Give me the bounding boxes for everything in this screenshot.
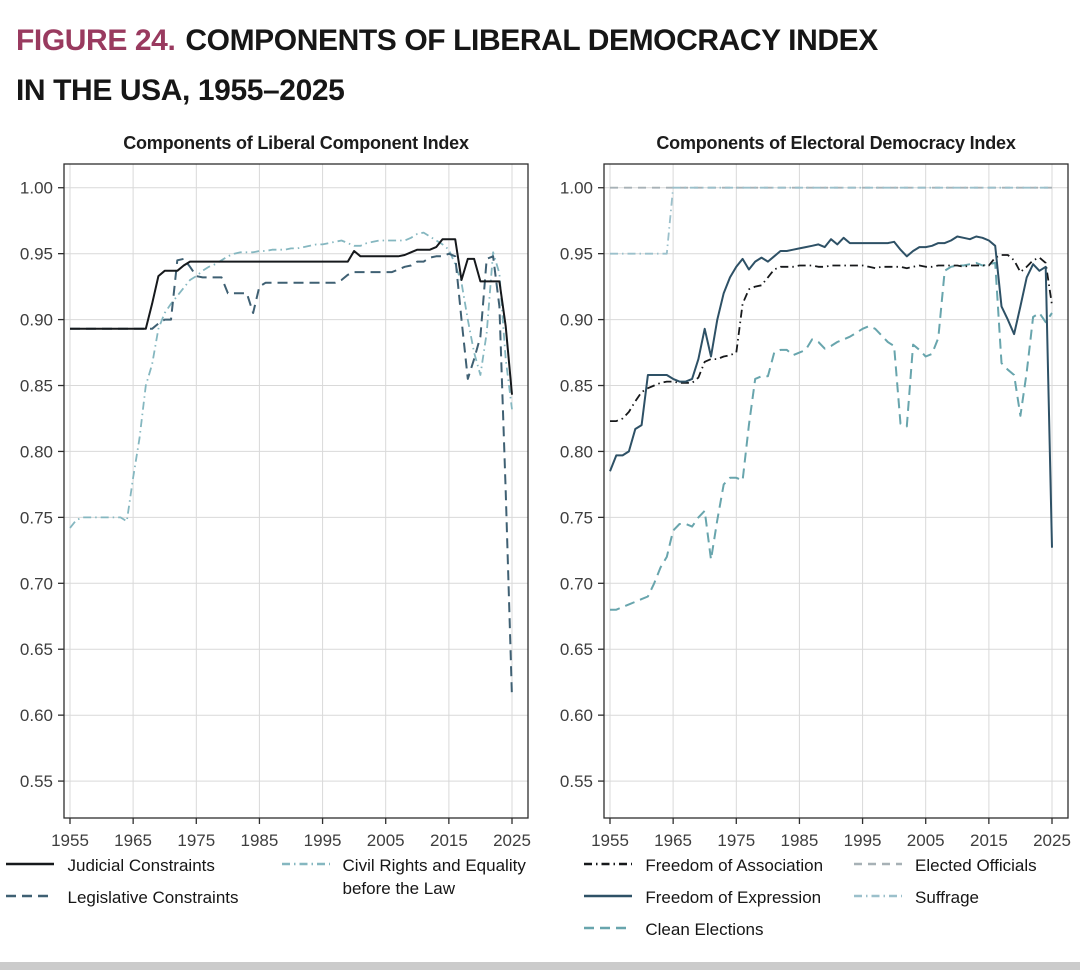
electoral-democracy-chart: 1.00 0.95 0.90 0.85 0.80 0.75 0.70 0.65 0.60 0.55…	[560, 163, 1071, 850]
y-tick-label: 0.60	[560, 706, 593, 725]
y-tick-label: 0.95	[20, 245, 53, 264]
y-tick-label: 0.90	[20, 311, 53, 330]
y-tick-label: 0.75	[560, 508, 593, 527]
chart-title-left: Components of Liberal Component Index	[123, 133, 469, 153]
y-tick-label: 0.70	[20, 574, 53, 593]
x-tick-label: 2025	[493, 831, 531, 850]
legends-row: Judicial Constraints Legislative Constrai…	[0, 855, 1080, 942]
legend-swatch-civil-rights-and-equality-before-the-law-line	[281, 862, 330, 866]
y-tick-label: 0.95	[560, 245, 593, 264]
y-tick-label: 0.55	[560, 772, 593, 791]
y-tick-label: 0.80	[560, 442, 593, 461]
x-tick-label: 1995	[304, 831, 342, 850]
plot-border	[63, 163, 529, 819]
legend-label: Clean Elections	[645, 919, 764, 939]
legend-label: Elected Officials	[915, 856, 1037, 875]
x-tick-label: 1975	[717, 831, 755, 850]
figure-title-line2: IN THE USA, 1955–2025	[16, 74, 345, 107]
legend-label: Freedom of Association	[645, 856, 824, 875]
x-tick-label: 1975	[177, 831, 215, 850]
legend-item-clean-elections: Clean Elections	[583, 919, 823, 942]
legend-swatch-legislative-constraints-line	[6, 894, 55, 898]
y-tick-label: 1.00	[560, 179, 593, 198]
series-line-judicial-constraints	[70, 238, 513, 395]
y-tick-label: 0.60	[20, 706, 53, 725]
series-line-freedom-of-association	[610, 254, 1053, 423]
legend-column: Judicial Constraints Legislative Constrai…	[5, 855, 239, 910]
x-tick-label: 1965	[114, 831, 152, 850]
legend-label: Suffrage	[915, 887, 979, 907]
footer-bar	[0, 962, 1080, 970]
x-tick-label: 1985	[780, 831, 818, 850]
legend-swatch-judicial-constraints-line	[6, 862, 55, 866]
y-tick-label: 0.65	[20, 640, 53, 659]
legend-right: Freedom of Association Freedom of Express…	[540, 855, 1080, 942]
y-tick-label: 0.85	[560, 377, 593, 396]
legend-item-legislative-constraints: Legislative Constraints	[5, 887, 239, 910]
series-line-clean-elections	[610, 261, 1053, 611]
series-line-suffrage	[610, 186, 1052, 255]
y-tick-label: 0.90	[560, 311, 593, 330]
legend-swatch-clean-elections-line	[584, 926, 633, 930]
figure-header: FIGURE 24. COMPONENTS OF LIBERAL DEMOCRAC…	[0, 0, 1080, 116]
legend-item-civil-rights-and-equality-before-the-law: Civil Rights and Equality before the Law	[281, 855, 535, 901]
legend-item-freedom-of-expression: Freedom of Expression	[583, 887, 823, 910]
legend-left: Judicial Constraints Legislative Constrai…	[0, 855, 540, 942]
y-tick-label: 0.85	[20, 377, 53, 396]
liberal-component-chart: 1.00 0.95 0.90 0.85 0.80 0.75 0.70 0.65 0.60 0.55…	[20, 163, 531, 850]
y-tick-label: 0.80	[20, 442, 53, 461]
x-tick-label: 1995	[844, 831, 882, 850]
figure-title-line1: FIGURE 24. COMPONENTS OF LIBERAL DEMOCRAC…	[16, 16, 1060, 66]
panel-electoral-democracy: Components of Electoral Democracy Index …	[540, 128, 1080, 853]
y-tick-label: 0.65	[560, 640, 593, 659]
legend-item-judicial-constraints: Judicial Constraints	[5, 855, 238, 878]
legend-swatch-freedom-of-association-line	[584, 862, 633, 866]
legend-swatch-suffrage-line	[854, 894, 903, 898]
x-tick-label: 2025	[1033, 831, 1071, 850]
figure-title-text: COMPONENTS OF LIBERAL DEMOCRACY INDEX	[185, 24, 878, 57]
y-tick-label: 1.00	[20, 179, 53, 198]
series-line-legislative-constraints	[70, 252, 513, 699]
figure-number-label: FIGURE 24.	[16, 24, 176, 57]
x-tick-label: 1965	[654, 831, 692, 850]
series-line-freedom-of-expression	[609, 235, 1053, 548]
series-line-civil-rights-and-equality-before-the-law	[69, 231, 513, 529]
x-tick-label: 2015	[970, 831, 1008, 850]
x-tick-label: 2005	[907, 831, 945, 850]
y-tick-label: 0.55	[20, 772, 53, 791]
x-tick-label: 2015	[430, 831, 468, 850]
x-tick-label: 1955	[51, 831, 89, 850]
y-tick-label: 0.75	[20, 508, 53, 527]
legend-item-freedom-of-association: Freedom of Association	[583, 855, 823, 878]
panel-liberal-component: Components of Liberal Component Index 1.…	[0, 128, 540, 853]
chart-title-right: Components of Electoral Democracy Index	[656, 133, 1016, 153]
x-tick-label: 1985	[240, 831, 278, 850]
legend-swatch-elected-officials-line	[854, 862, 903, 866]
legend-column: Freedom of Association Freedom of Express…	[583, 855, 823, 942]
x-tick-label: 1955	[591, 831, 629, 850]
legend-item-suffrage: Suffrage	[853, 887, 1037, 910]
plot-border	[603, 163, 1069, 819]
legend-label: Freedom of Expression	[645, 887, 822, 907]
legend-column: Elected Officials Suffrage	[853, 855, 1037, 910]
y-tick-label: 0.70	[560, 574, 593, 593]
x-tick-label: 2005	[367, 831, 405, 850]
legend-swatch-freedom-of-expression-line	[584, 894, 633, 898]
legend-label: Judicial Constraints	[67, 856, 215, 875]
legend-item-elected-officials: Elected Officials	[853, 855, 1037, 878]
legend-column: Civil Rights and Equality before the Law	[281, 855, 535, 901]
legend-label: Legislative Constraints	[67, 887, 239, 907]
legend-label: Civil Rights and Equality before the Law	[342, 856, 526, 898]
charts-row: Components of Liberal Component Index 1.…	[0, 128, 1080, 853]
